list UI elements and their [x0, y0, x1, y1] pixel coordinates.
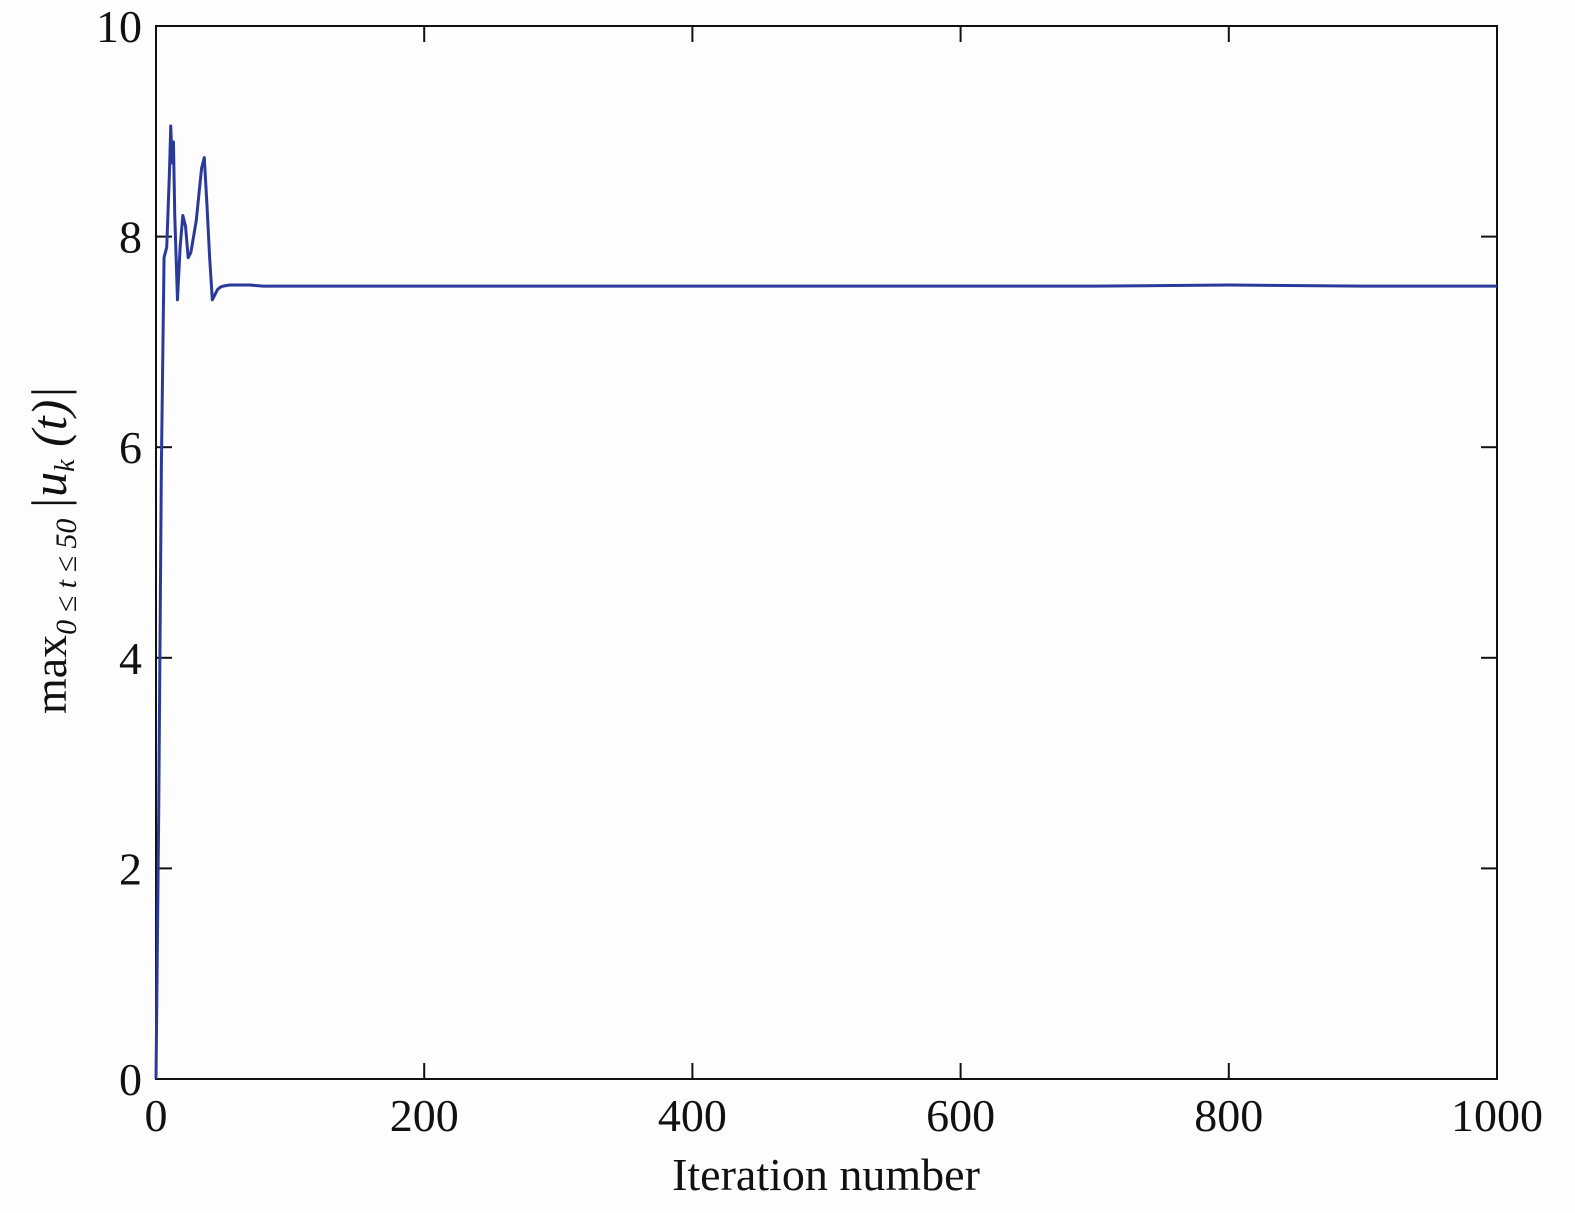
plot-area-border — [155, 25, 1498, 1080]
x-axis-label: Iteration number — [672, 1149, 980, 1200]
x-tick-label: 1000 — [1451, 1090, 1543, 1141]
series-line-0 — [154, 124, 1497, 1080]
y-axis-label-prefix: max — [25, 635, 76, 714]
y-axis-label-body-sub: k — [50, 459, 81, 472]
y-tick-label: 4 — [119, 633, 142, 684]
x-axis-ticks: 0 200 400 600 800 1000 — [145, 26, 1543, 1141]
x-tick-label: 200 — [390, 1090, 459, 1141]
y-tick-label: 10 — [96, 1, 142, 52]
series-group — [154, 124, 1497, 1080]
x-tick-label: 600 — [926, 1090, 995, 1141]
plot-frame — [155, 25, 1498, 1080]
y-tick-label: 0 — [119, 1054, 142, 1105]
x-tick-label: 400 — [658, 1090, 727, 1141]
x-tick-label: 800 — [1194, 1090, 1263, 1141]
y-tick-label: 2 — [119, 843, 142, 894]
y-axis-label-close: (t)| — [21, 386, 77, 459]
y-tick-label: 6 — [119, 422, 142, 473]
y-axis-label-subscript: 0 ≤ t ≤ 50 — [50, 519, 83, 635]
y-axis-label: max0 ≤ t ≤ 50 |uk (t)| — [21, 386, 83, 714]
x-tick-label: 0 — [145, 1090, 168, 1141]
y-tick-label: 8 — [119, 212, 142, 263]
y-axis-label-body: |u — [21, 472, 77, 511]
y-axis-ticks: 0 2 4 6 8 10 — [96, 1, 1497, 1105]
